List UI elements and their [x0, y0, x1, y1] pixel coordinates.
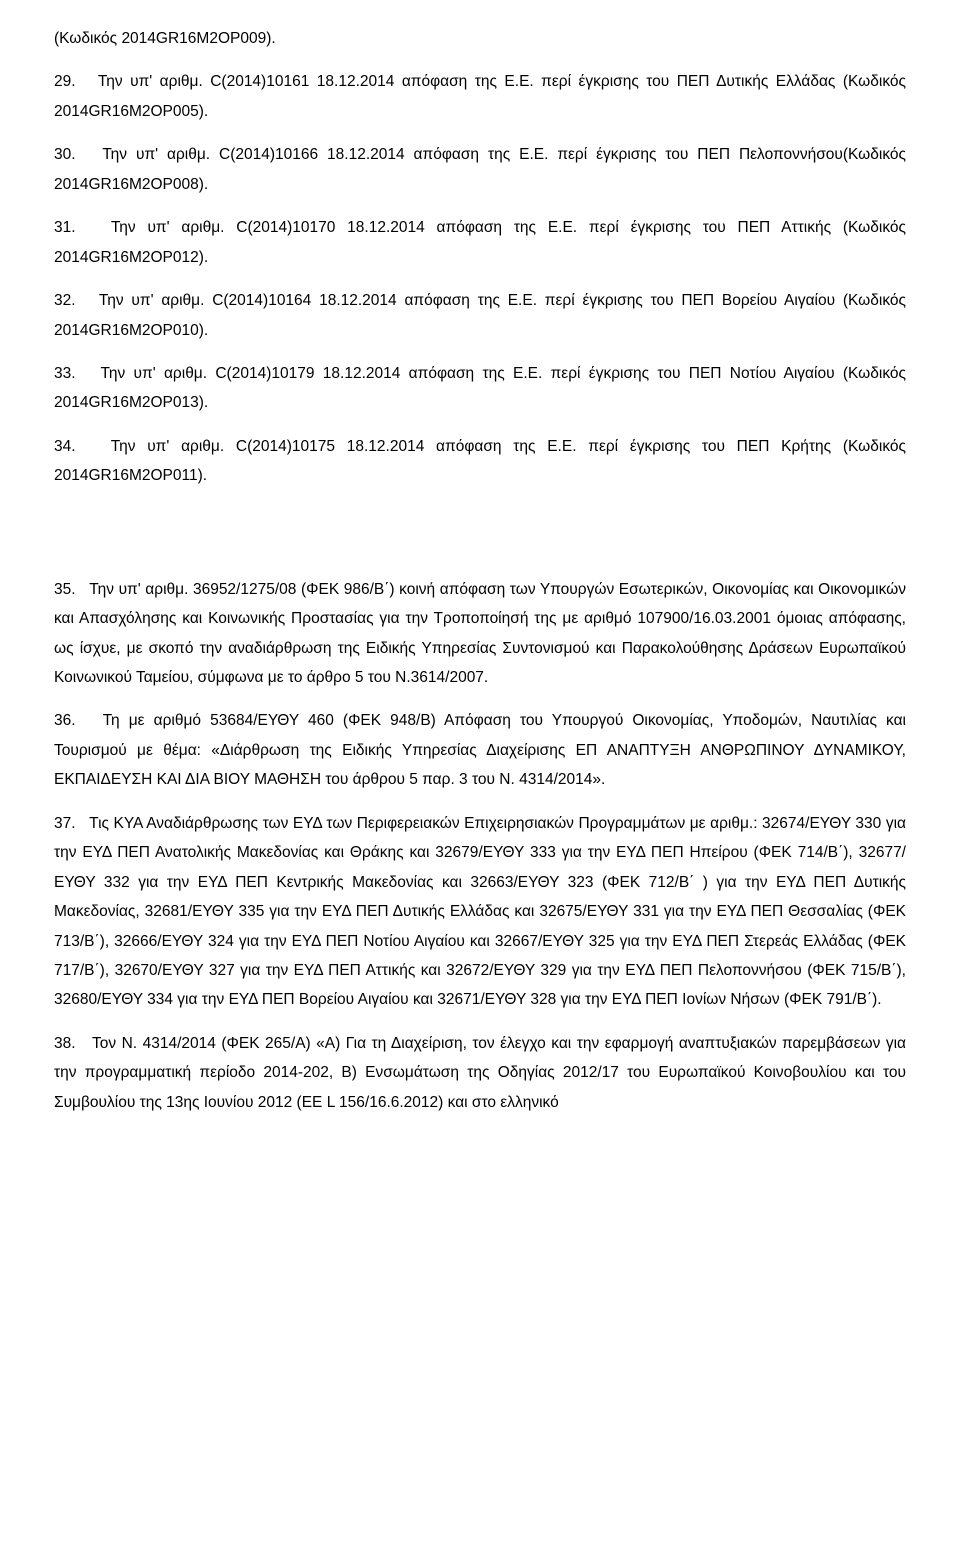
paragraph: (Κωδικός 2014GR16M2OP009).	[54, 24, 906, 53]
paragraph: 29. Την υπ' αριθμ. C(2014)10161 18.12.20…	[54, 67, 906, 126]
paragraph: 35. Την υπ' αριθμ. 36952/1275/08 (ΦΕΚ 98…	[54, 575, 906, 693]
paragraph: 32. Την υπ' αριθμ. C(2014)10164 18.12.20…	[54, 286, 906, 345]
paragraph: 30. Την υπ' αριθμ. C(2014)10166 18.12.20…	[54, 140, 906, 199]
section-gap	[54, 505, 906, 575]
paragraph: 36. Τη με αριθμό 53684/ΕΥΘΥ 460 (ΦΕΚ 948…	[54, 706, 906, 794]
paragraph: 31. Την υπ' αριθμ. C(2014)10170 18.12.20…	[54, 213, 906, 272]
paragraph: 33. Την υπ' αριθμ. C(2014)10179 18.12.20…	[54, 359, 906, 418]
document-page: (Κωδικός 2014GR16M2OP009). 29. Την υπ' α…	[0, 0, 960, 1171]
paragraph: 38. Τον Ν. 4314/2014 (ΦΕΚ 265/Α) «Α) Για…	[54, 1029, 906, 1117]
paragraph: 34. Την υπ' αριθμ. C(2014)10175 18.12.20…	[54, 432, 906, 491]
paragraph: 37. Τις ΚΥΑ Αναδιάρθρωσης των ΕΥΔ των Πε…	[54, 809, 906, 1015]
